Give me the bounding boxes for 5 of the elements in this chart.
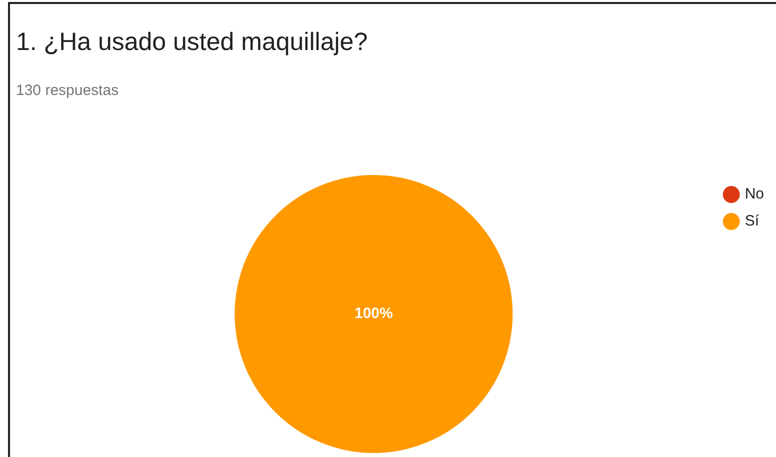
text: 130 respuestas	[16, 82, 119, 99]
data-label: 100%	[354, 305, 393, 322]
legend-label: No	[744, 186, 764, 203]
legend-label: Sí	[744, 212, 760, 230]
chart-title: 1. ¿Ha usado usted maquillaje?	[16, 28, 368, 57]
